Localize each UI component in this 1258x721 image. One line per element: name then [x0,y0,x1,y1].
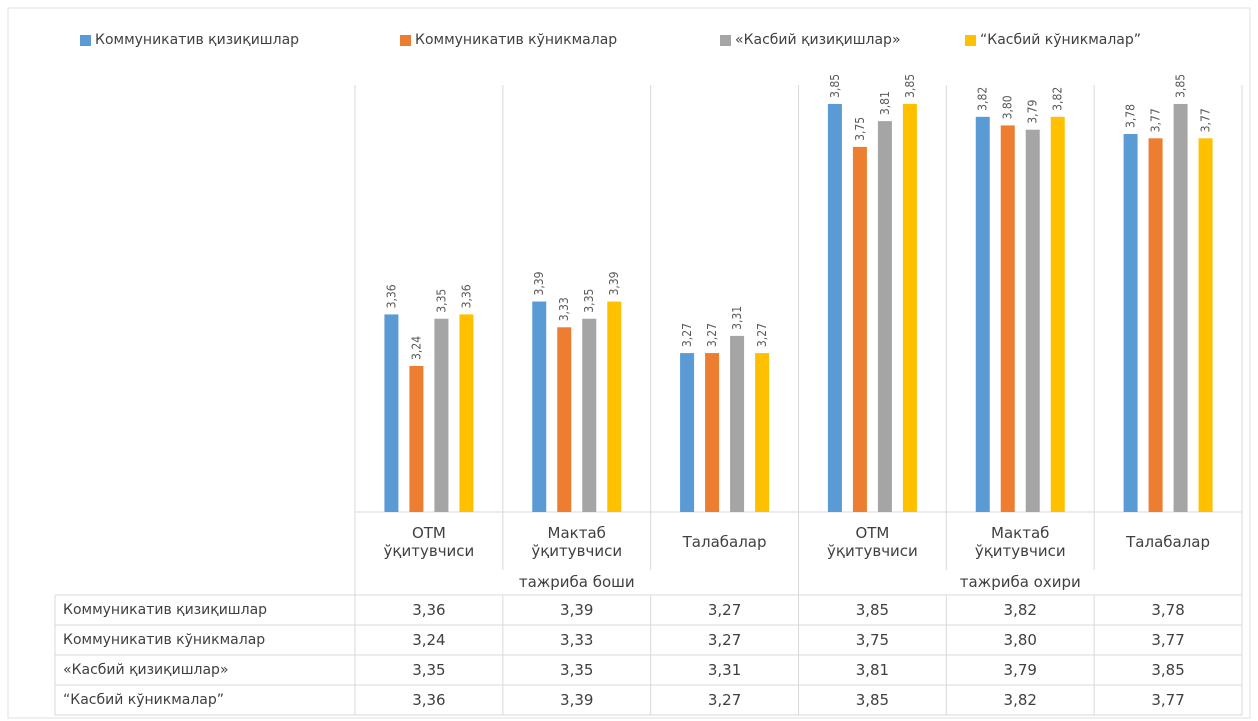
bar [1000,125,1015,512]
table-cell: 3,77 [1151,631,1185,649]
data-label: 3,81 [878,91,892,115]
data-label: 3,35 [582,289,596,313]
x-tick-label: Мактаб ўқитувчиси [974,524,1066,560]
bar [877,121,892,512]
legend-label: “Касбий кўникмалар” [980,32,1142,48]
bar [532,301,547,512]
table-row-label: «Касбий қизиқишлар» [63,662,229,678]
data-label: 3,75 [853,117,867,141]
bar [1198,138,1213,513]
data-label: 3,31 [730,306,744,330]
bar [434,318,449,512]
table-row-label: “Касбий кўникмалар” [63,692,225,708]
bar [384,314,399,512]
legend-item: «Касбий қизиқишлар» [720,32,901,48]
bar [459,314,474,512]
table-cell: 3,35 [560,661,594,679]
data-label: 3,79 [1026,100,1040,124]
x-tick-label: Талабалар [1126,533,1211,551]
bar [1173,103,1188,512]
bar [902,103,917,512]
data-label: 3,82 [1051,87,1065,111]
data-label: 3,77 [1149,108,1163,132]
data-label: 3,78 [1124,104,1138,128]
table-cell: 3,27 [707,601,742,619]
data-label: 3,35 [434,289,448,313]
table-cell: 3,79 [1003,661,1037,679]
bar [1123,134,1138,512]
table-cell: 3,36 [412,601,446,619]
table-cell: 3,27 [707,631,742,649]
bar [730,335,745,512]
table-cell: 3,85 [855,691,890,709]
data-label: 3,82 [976,87,990,111]
data-label: 3,36 [384,284,398,308]
data-label: 3,27 [705,323,719,347]
data-label: 3,33 [557,297,571,321]
legend-item: Коммуникатив кўникмалар [400,32,617,48]
bar [1025,129,1040,512]
chart-border [7,7,1251,719]
bar [975,116,990,512]
bar [827,103,842,512]
legend-swatch [965,34,976,46]
data-label: 3,39 [607,271,621,295]
x-tick-label: ОТМ ўқитувчиси [827,524,918,560]
data-label: 3,24 [409,336,423,360]
table-row-label: Коммуникатив қизиқишлар [63,602,268,618]
group-label: тажриба охири [959,573,1081,591]
table-cell: 3,39 [560,691,594,709]
legend-label: Коммуникатив кўникмалар [415,32,618,48]
x-tick-label: Талабалар [682,533,767,551]
bar [409,365,424,512]
table-cell: 3,36 [412,691,446,709]
data-label: 3,85 [828,74,842,98]
data-label: 3,85 [903,74,917,98]
legend-label: Коммуникатив қизиқишлар [95,32,300,48]
bar [680,353,695,512]
table-cell: 3,35 [412,661,446,679]
table-cell: 3,78 [1151,601,1185,619]
legend-item: Коммуникатив қизиқишлар [80,32,299,48]
bar [1050,116,1065,512]
bar [755,353,770,512]
data-label: 3,27 [680,323,694,347]
legend-label: «Касбий қизиқишлар» [735,32,901,48]
data-label: 3,77 [1199,108,1213,132]
table-cell: 3,85 [1151,661,1185,679]
table-cell: 3,82 [1003,601,1037,619]
data-label: 3,85 [1174,74,1188,98]
table-cell: 3,27 [707,691,742,709]
table-cell: 3,75 [855,631,890,649]
data-label: 3,36 [459,284,473,308]
table-row-label: Коммуникатив кўникмалар [63,632,266,648]
data-label: 3,39 [532,271,546,295]
x-tick-label: ОТМ ўқитувчиси [383,524,475,560]
bar [1148,138,1163,513]
bar [582,318,597,512]
bar [705,353,720,512]
table-cell: 3,39 [560,601,594,619]
legend-swatch [80,34,91,46]
bar [852,146,867,512]
x-tick-label: Мактаб ўқитувчиси [531,524,623,560]
table-cell: 3,82 [1003,691,1037,709]
table-cell: 3,33 [560,631,594,649]
table-cell: 3,85 [855,601,890,619]
bar [607,301,622,512]
data-label: 3,27 [755,323,769,347]
legend-item: “Касбий кўникмалар” [965,32,1141,48]
table-cell: 3,77 [1151,691,1185,709]
data-label: 3,80 [1001,95,1015,119]
group-label: тажриба боши [518,573,635,591]
legend-swatch [400,34,411,46]
table-cell: 3,24 [412,631,446,649]
bar [557,327,572,512]
table-cell: 3,31 [707,661,742,679]
table-cell: 3,81 [855,661,890,679]
legend-swatch [720,34,731,46]
table-cell: 3,80 [1003,631,1037,649]
